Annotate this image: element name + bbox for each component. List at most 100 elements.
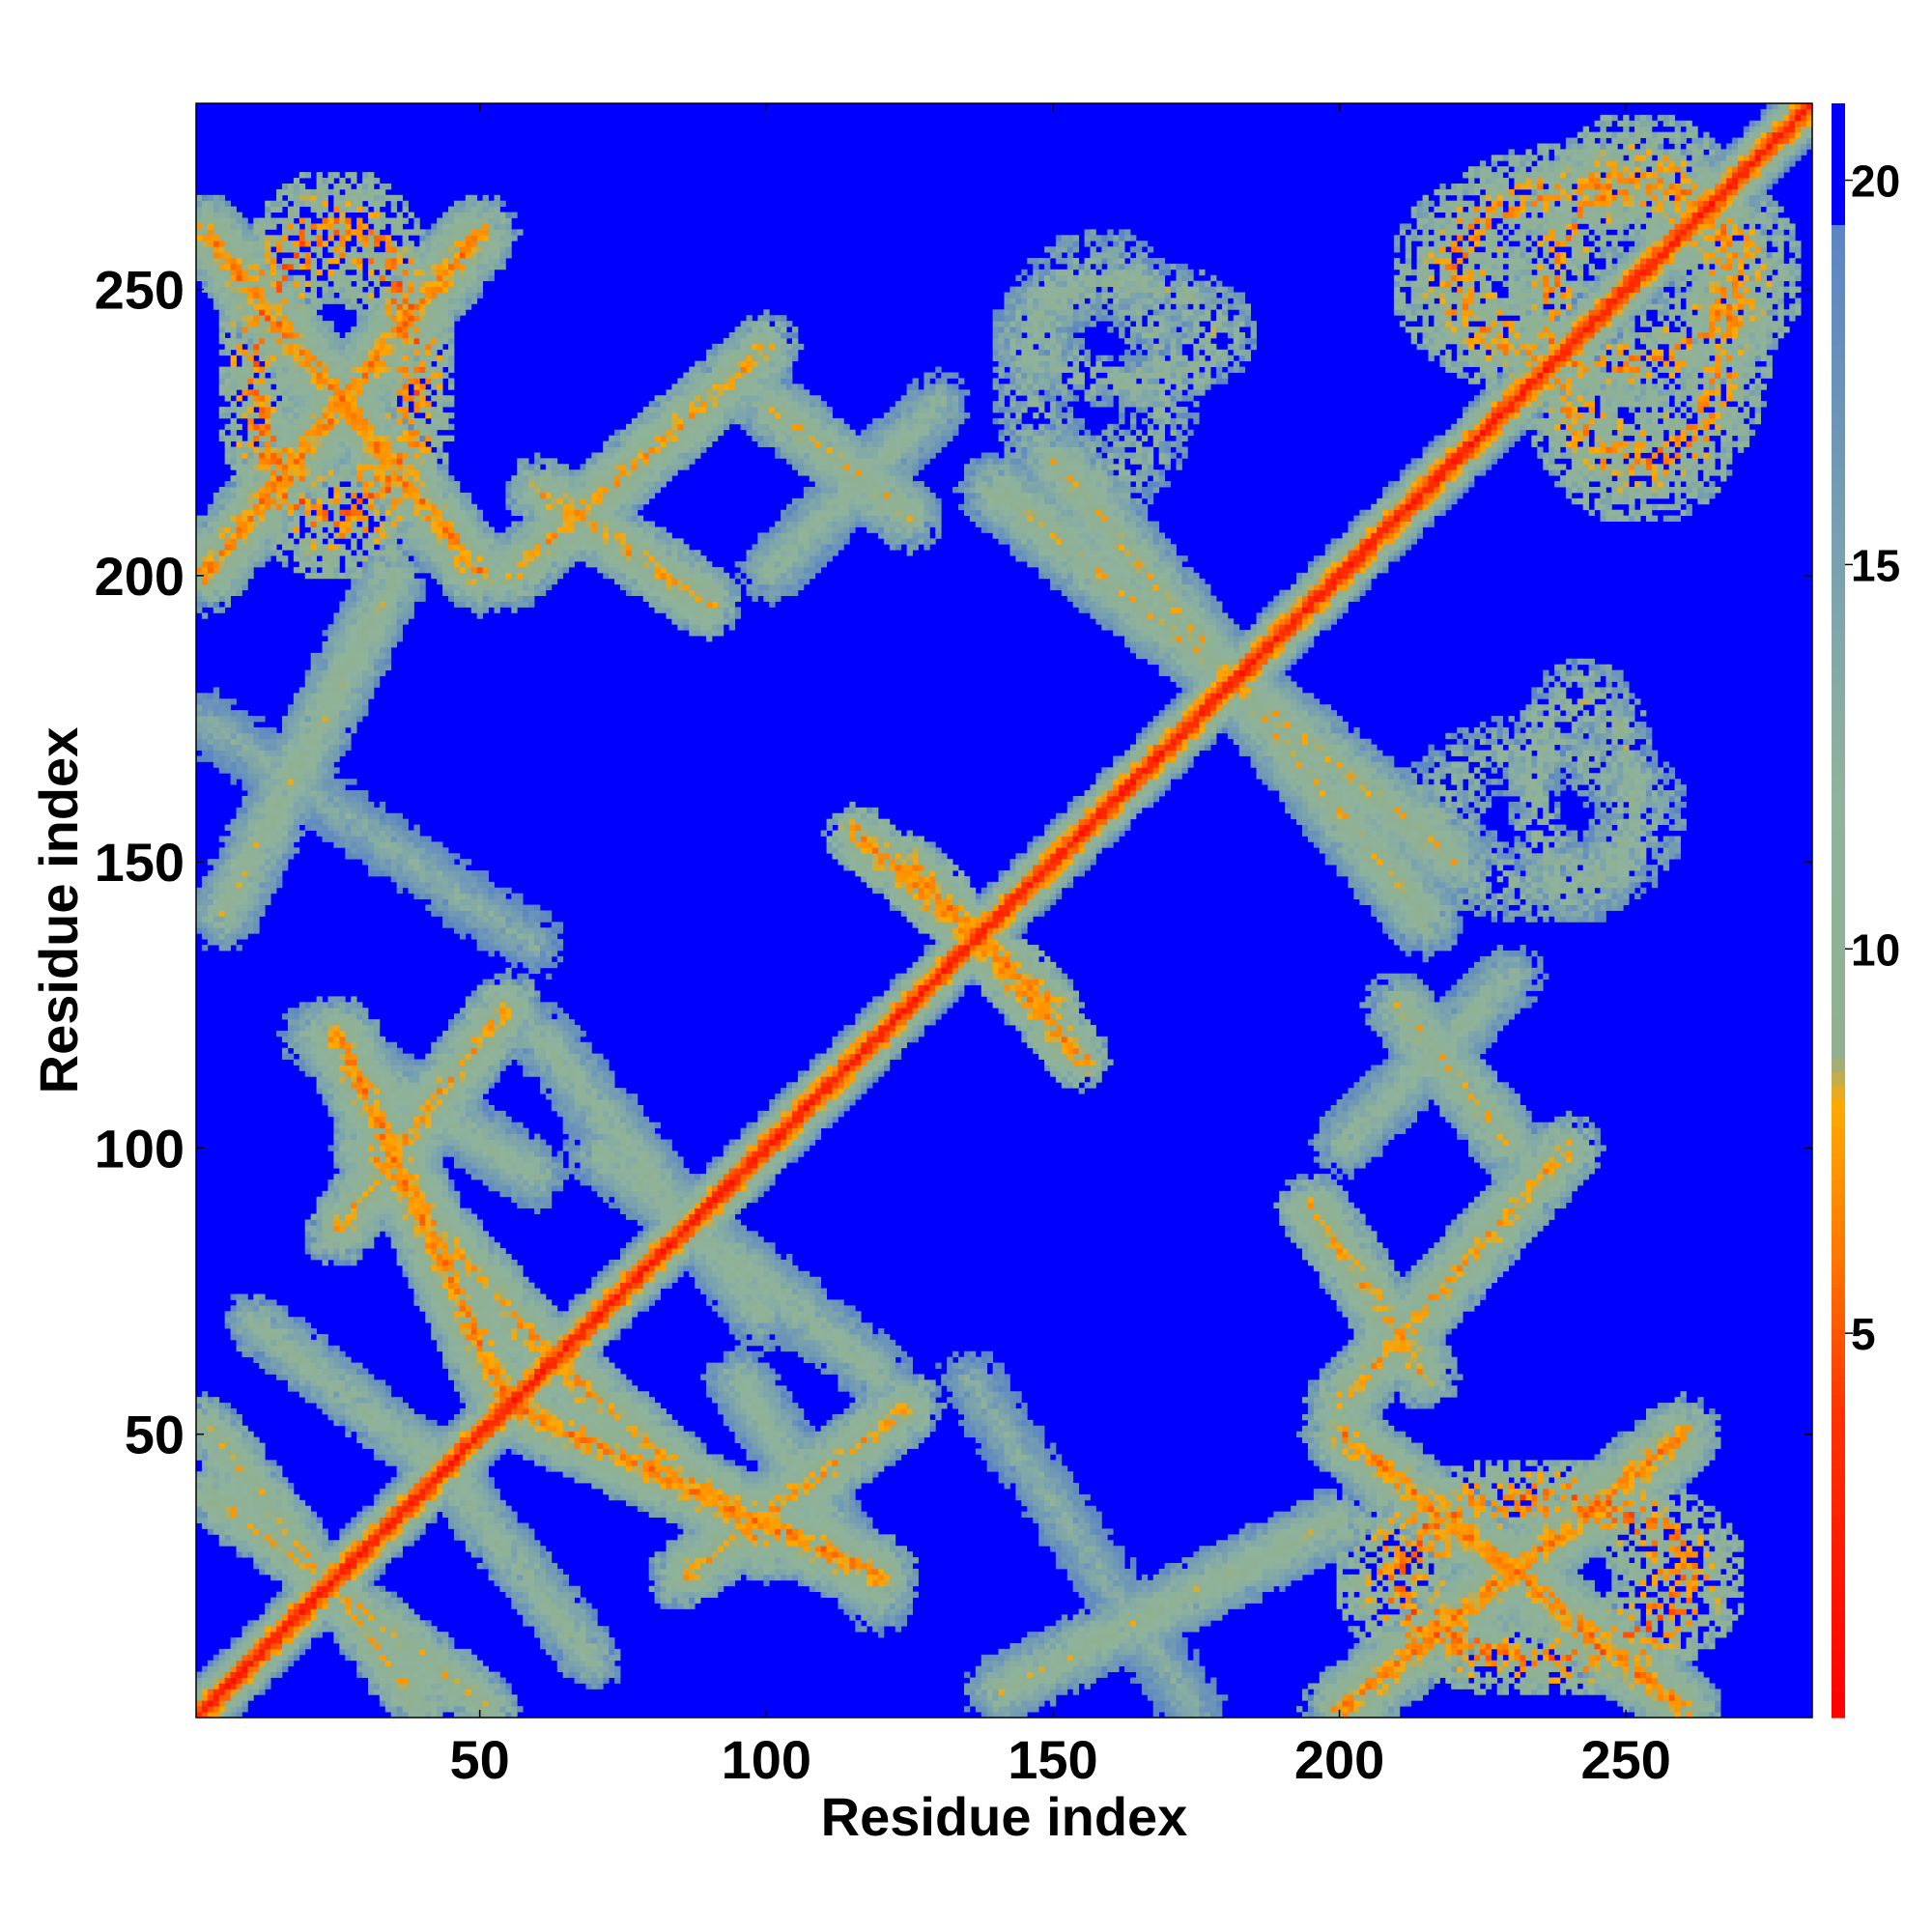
heatmap-cell (339, 624, 346, 631)
heatmap-cell (356, 812, 363, 820)
heatmap-cell (356, 630, 363, 637)
heatmap-cell (259, 1442, 266, 1449)
heatmap-cell (236, 286, 242, 293)
heatmap-cell (327, 1053, 334, 1060)
heatmap-cell (322, 349, 328, 356)
heatmap-cell (287, 241, 295, 247)
heatmap-cell (384, 1174, 392, 1180)
heatmap-cell (207, 589, 214, 596)
heatmap-cell (213, 515, 220, 522)
heatmap-cell (287, 274, 295, 282)
heatmap-cell (287, 704, 295, 711)
heatmap-cell (236, 1493, 242, 1501)
heatmap-cell (351, 360, 357, 367)
heatmap-cell (333, 223, 340, 230)
heatmap-cell (253, 1551, 260, 1558)
heatmap-cell (333, 1008, 340, 1014)
heatmap-cell (356, 1379, 363, 1386)
heatmap-cell (276, 1608, 283, 1615)
heatmap-cell (379, 818, 386, 826)
heatmap-cell (242, 497, 248, 505)
heatmap-cell (339, 1419, 346, 1427)
heatmap-cell (345, 200, 352, 208)
heatmap-cell (327, 561, 334, 568)
heatmap-cell (333, 1076, 340, 1083)
heatmap-cell (367, 1511, 375, 1519)
heatmap-cell (327, 481, 334, 488)
heatmap-cell (304, 1563, 312, 1570)
heatmap-cell (379, 521, 386, 527)
heatmap-cell (230, 922, 237, 928)
heatmap-cell (304, 497, 312, 505)
heatmap-cell (379, 269, 386, 276)
heatmap-cell (367, 538, 375, 545)
heatmap-cell (247, 257, 254, 265)
heatmap-cell (281, 1488, 289, 1495)
heatmap-cell (310, 824, 317, 831)
heatmap-cell (259, 521, 266, 527)
heatmap-cell (379, 235, 386, 242)
heatmap-cell (265, 824, 271, 831)
heatmap-cell (316, 515, 323, 522)
heatmap-cell (230, 1431, 237, 1438)
heatmap-cell (304, 532, 312, 539)
heatmap-cell (265, 327, 271, 333)
heatmap-cell (333, 1094, 340, 1100)
heatmap-cell (287, 1505, 295, 1513)
heatmap-cell (327, 744, 334, 751)
heatmap-cell (367, 389, 375, 396)
heatmap-cell (230, 726, 237, 734)
heatmap-cell (351, 824, 357, 831)
heatmap-cell (236, 841, 242, 848)
heatmap-cell (270, 349, 277, 356)
heatmap-cell (247, 1317, 254, 1323)
heatmap-cell (367, 664, 375, 671)
heatmap-cell (384, 1139, 392, 1146)
heatmap-cell (265, 407, 271, 413)
heatmap-cell (351, 343, 357, 351)
heatmap-cell (253, 303, 260, 310)
heatmap-cell (293, 1563, 300, 1570)
heatmap-cell (207, 1671, 214, 1678)
heatmap-cell (322, 744, 328, 751)
heatmap-cell (356, 1626, 363, 1633)
heatmap-cell (224, 423, 231, 431)
heatmap-cell (242, 235, 248, 242)
heatmap-cell (327, 1345, 334, 1352)
heatmap-cell (218, 1700, 226, 1707)
heatmap-cell (287, 337, 295, 345)
heatmap-cell (224, 1442, 231, 1449)
heatmap-cell (224, 1689, 231, 1695)
heatmap-cell (322, 366, 328, 373)
heatmap-cell (351, 274, 357, 282)
heatmap-cell (379, 183, 386, 190)
heatmap-cell (230, 910, 237, 917)
heatmap-cell (293, 1603, 300, 1609)
heatmap-cell (362, 589, 369, 596)
heatmap-cell (247, 487, 254, 494)
heatmap-cell (345, 360, 352, 367)
heatmap-cell (281, 446, 289, 453)
heatmap-cell (379, 315, 386, 322)
heatmap-cell (242, 836, 248, 842)
heatmap-cell (373, 612, 381, 619)
heatmap-cell (242, 853, 248, 860)
heatmap-cell (218, 1477, 226, 1484)
heatmap-cell (367, 1505, 375, 1513)
heatmap-cell (270, 366, 277, 373)
heatmap-cell (384, 1660, 392, 1667)
heatmap-cell (265, 1654, 271, 1662)
heatmap-cell (373, 1665, 381, 1672)
heatmap-cell (356, 332, 363, 339)
heatmap-cell (367, 830, 375, 837)
heatmap-cell (247, 1694, 254, 1701)
heatmap-cell (351, 1522, 357, 1529)
heatmap-cell (213, 726, 220, 734)
heatmap-cell (304, 555, 312, 562)
heatmap-cell (236, 1305, 242, 1312)
heatmap-cell (362, 1139, 369, 1146)
heatmap-cell (281, 389, 289, 396)
heatmap-cell (253, 1563, 260, 1570)
heatmap-cell (265, 767, 271, 774)
heatmap-cell (339, 1099, 346, 1106)
